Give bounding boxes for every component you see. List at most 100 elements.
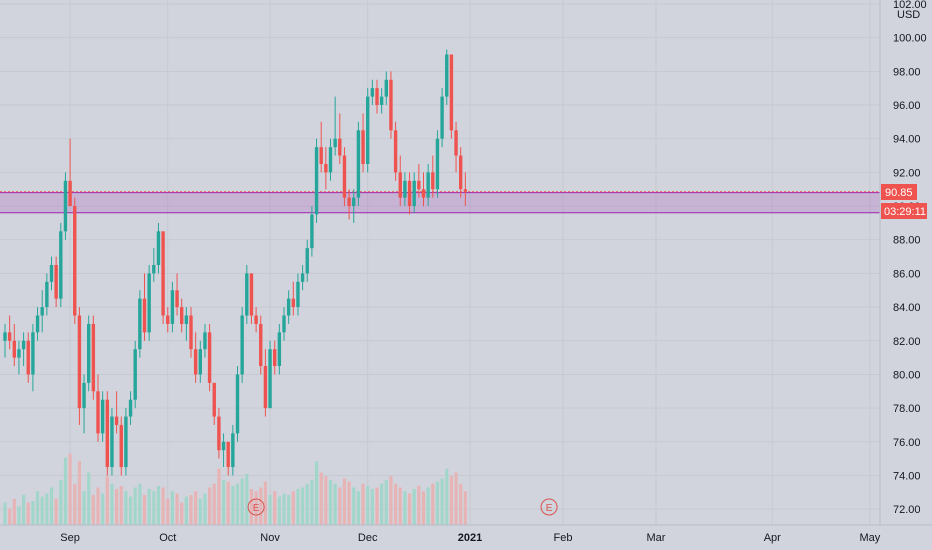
candle-body[interactable] <box>333 138 337 148</box>
candle-body[interactable] <box>212 382 216 417</box>
candle-body[interactable] <box>166 315 170 324</box>
candle-body[interactable] <box>305 248 309 274</box>
candle-body[interactable] <box>45 281 49 308</box>
candle-body[interactable] <box>63 180 68 232</box>
candle-body[interactable] <box>198 349 202 375</box>
candle-body[interactable] <box>180 307 184 324</box>
candle-body[interactable] <box>175 290 179 308</box>
earnings-icon[interactable] <box>247 498 265 516</box>
candle-body[interactable] <box>161 231 165 316</box>
candle-body[interactable] <box>268 349 272 409</box>
candle-body[interactable] <box>147 273 151 333</box>
candle-body[interactable] <box>31 332 35 375</box>
candle-body[interactable] <box>49 265 54 282</box>
candle-body[interactable] <box>259 323 263 367</box>
candle-body[interactable] <box>138 298 142 350</box>
candle-body[interactable] <box>370 88 375 97</box>
candle-body[interactable] <box>417 180 421 190</box>
candle-body[interactable] <box>352 197 356 207</box>
candle-body[interactable] <box>300 273 305 282</box>
candle-body[interactable] <box>226 441 230 468</box>
candle-body[interactable] <box>273 349 277 367</box>
candle-body[interactable] <box>91 323 96 392</box>
candle-body[interactable] <box>459 155 463 190</box>
candle-body[interactable] <box>245 273 249 316</box>
candle-body[interactable] <box>338 138 342 156</box>
candle-body[interactable] <box>356 130 361 198</box>
candle-body[interactable] <box>412 180 416 207</box>
candle-body[interactable] <box>319 147 323 164</box>
candle-body[interactable] <box>77 315 82 409</box>
candle-body[interactable] <box>96 391 100 434</box>
candle-body[interactable] <box>324 163 328 173</box>
candle-body[interactable] <box>35 315 40 333</box>
candle-body[interactable] <box>133 349 137 400</box>
candle-body[interactable] <box>342 155 347 198</box>
candle-body[interactable] <box>82 382 86 409</box>
candle-body[interactable] <box>426 172 430 198</box>
candle-body[interactable] <box>110 416 114 468</box>
candle-body[interactable] <box>379 96 384 106</box>
candle-body[interactable] <box>142 298 147 333</box>
candle-body[interactable] <box>128 399 133 417</box>
candle-body[interactable] <box>240 315 244 375</box>
candle-body[interactable] <box>231 433 235 468</box>
earnings-icon[interactable] <box>540 498 558 516</box>
candle-body[interactable] <box>291 298 295 308</box>
candle-body[interactable] <box>407 180 412 207</box>
candle-body[interactable] <box>26 340 30 375</box>
candle-body[interactable] <box>203 332 207 350</box>
candle-body[interactable] <box>87 323 91 383</box>
candle-body[interactable] <box>59 231 63 299</box>
candle-body[interactable] <box>347 197 351 207</box>
time-axis[interactable]: Sep Oct Nov Dec 2021 Feb Mar Apr May <box>60 532 880 544</box>
candle-body[interactable] <box>286 298 291 316</box>
candle-body[interactable] <box>296 281 300 308</box>
candle-body[interactable] <box>277 332 282 367</box>
candle-body[interactable] <box>421 189 426 198</box>
candle-body[interactable] <box>193 349 198 375</box>
candle-body[interactable] <box>184 315 189 324</box>
candle-body[interactable] <box>124 416 128 468</box>
candle-body[interactable] <box>463 189 468 192</box>
candle-body[interactable] <box>21 340 26 350</box>
candle-body[interactable] <box>393 130 398 173</box>
candle-body[interactable] <box>314 147 319 215</box>
candle-body[interactable] <box>389 79 393 131</box>
candle-body[interactable] <box>403 180 407 198</box>
candle-body[interactable] <box>310 214 314 249</box>
candle-body[interactable] <box>445 54 449 97</box>
candle-body[interactable] <box>105 399 109 468</box>
candle-body[interactable] <box>156 231 161 265</box>
candle-body[interactable] <box>375 88 379 106</box>
candle-body[interactable] <box>221 441 226 451</box>
candle-body[interactable] <box>384 79 388 97</box>
candle-body[interactable] <box>7 332 12 341</box>
candlesticks[interactable] <box>3 49 468 476</box>
candle-body[interactable] <box>249 273 254 316</box>
candle-body[interactable] <box>328 147 333 173</box>
candle-body[interactable] <box>152 265 156 274</box>
candle-body[interactable] <box>40 307 44 316</box>
candle-body[interactable] <box>100 399 105 434</box>
candle-body[interactable] <box>217 416 221 451</box>
candle-body[interactable] <box>449 54 454 131</box>
candle-body[interactable] <box>282 315 286 333</box>
candle-body[interactable] <box>398 172 402 198</box>
candle-body[interactable] <box>366 96 370 164</box>
candle-body[interactable] <box>235 374 240 434</box>
candle-body[interactable] <box>17 349 21 358</box>
candle-body[interactable] <box>189 315 193 350</box>
candle-body[interactable] <box>119 424 123 468</box>
candle-body[interactable] <box>207 332 212 383</box>
candle-body[interactable] <box>361 130 365 164</box>
candle-body[interactable] <box>114 416 119 425</box>
candle-body[interactable] <box>170 290 175 324</box>
candle-body[interactable] <box>68 180 72 207</box>
candle-body[interactable] <box>263 366 268 409</box>
candle-body[interactable] <box>12 340 16 358</box>
candle-body[interactable] <box>254 315 258 324</box>
